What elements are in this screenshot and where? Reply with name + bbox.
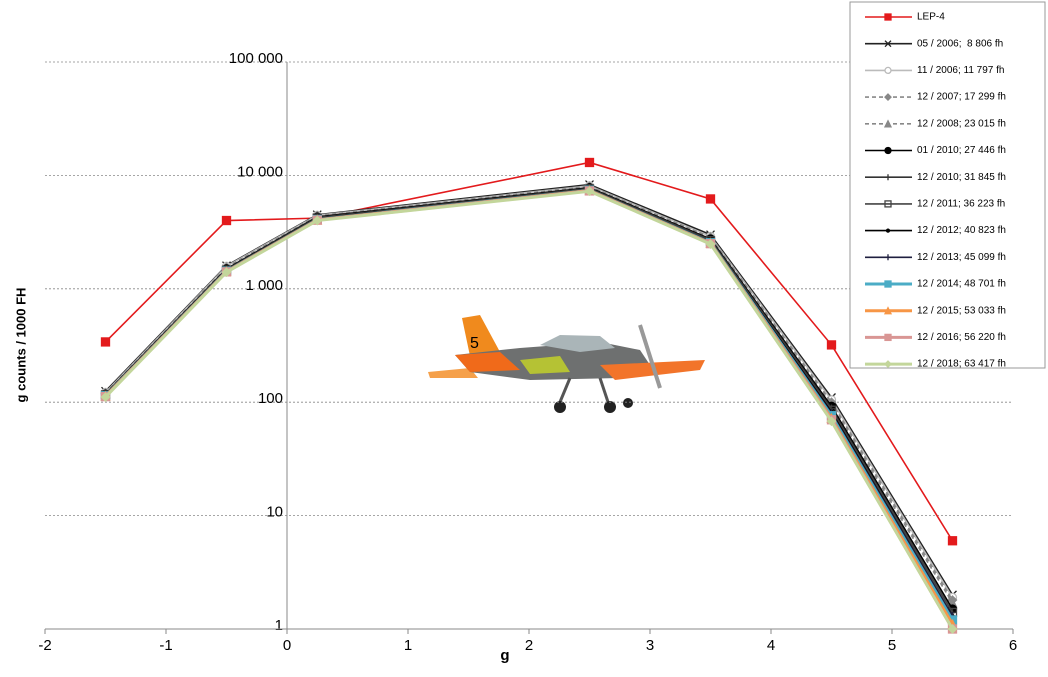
marker	[884, 146, 892, 155]
legend-label: 12 / 2015; 53 033 fh	[917, 305, 1006, 316]
x-tick-label: 2	[525, 637, 533, 654]
legend-label: 12 / 2012; 40 823 fh	[917, 225, 1006, 236]
marker	[884, 280, 892, 288]
marker	[221, 267, 232, 278]
marker	[885, 228, 891, 233]
marker	[883, 306, 893, 315]
marker	[884, 93, 892, 102]
series-line	[104, 187, 954, 613]
marker	[312, 215, 323, 226]
series	[101, 180, 957, 600]
x-tick-label: -2	[38, 637, 51, 654]
series-line	[104, 184, 954, 598]
marker	[883, 119, 893, 128]
svg-text:5: 5	[470, 335, 479, 352]
marker	[885, 254, 891, 261]
x-tick-label: -1	[159, 637, 172, 654]
legend-box	[849, 1, 1046, 369]
legend-label: 11 / 2006; 11 797 fh	[917, 65, 1004, 76]
marker	[884, 13, 892, 21]
legend-label: 12 / 2007; 17 299 fh	[917, 92, 1006, 103]
y-tick-label: 10 000	[237, 163, 283, 180]
marker	[885, 174, 891, 181]
series-line	[104, 188, 954, 617]
marker	[100, 337, 111, 347]
y-tick-label: 1	[275, 617, 283, 634]
x-tick-label: 1	[404, 637, 412, 654]
airplane: 5	[428, 315, 705, 413]
x-tick-label: 0	[283, 637, 291, 654]
y-tick-label: 10	[266, 504, 283, 521]
x-axis-label: g	[500, 647, 509, 664]
marker	[947, 536, 958, 546]
series	[100, 181, 958, 603]
legend-label: 12 / 2013; 45 099 fh	[917, 252, 1006, 263]
legend-label: 12 / 2010; 31 845 fh	[917, 172, 1006, 183]
series-line	[104, 189, 954, 630]
marker	[221, 215, 232, 226]
marker	[884, 360, 892, 369]
legend: LEP-4 05 / 2006; 8 806 fh 11 / 2006; 11 79…	[849, 1, 1046, 370]
x-tick-label: 4	[767, 637, 775, 654]
marker	[584, 186, 595, 197]
series-line	[104, 183, 954, 596]
marker	[884, 66, 892, 75]
y-tick-label: 100	[258, 390, 283, 407]
legend-label: 12 / 2011; 36 223 fh	[917, 199, 1005, 210]
x-tick-label: 3	[646, 637, 654, 654]
legend-label: LEP-4	[917, 12, 945, 23]
legend-label: 12 / 2014; 48 701 fh	[917, 279, 1006, 290]
marker	[100, 392, 111, 402]
marker	[884, 40, 892, 48]
legend-label: 01 / 2010; 27 446 fh	[917, 145, 1006, 156]
marker	[584, 157, 595, 168]
marker	[826, 416, 837, 427]
legend-label: 12 / 2018; 63 417 fh	[917, 359, 1006, 370]
y-axis-label: g counts / 1000 FH	[13, 288, 28, 403]
legend-label: 12 / 2016; 56 220 fh	[917, 332, 1006, 343]
y-tick-label: 1 000	[245, 277, 283, 294]
y-tick-label: 100 000	[229, 50, 283, 67]
series	[100, 186, 958, 634]
marker	[826, 340, 837, 350]
legend-label: 05 / 2006; 8 806 fh	[917, 38, 1003, 49]
x-tick-label: 5	[888, 637, 896, 654]
series-line	[104, 188, 954, 613]
marker	[705, 239, 716, 249]
series-line	[104, 189, 954, 626]
series-line	[104, 186, 954, 610]
marker	[884, 333, 892, 342]
marker	[947, 624, 958, 634]
series-line	[104, 186, 954, 604]
marker	[705, 194, 716, 204]
legend-label: 12 / 2008; 23 015 fh	[917, 118, 1006, 129]
series-line	[104, 185, 954, 601]
x-tick-label: 6	[1009, 637, 1017, 654]
series-line	[104, 188, 954, 621]
marker	[884, 200, 892, 208]
